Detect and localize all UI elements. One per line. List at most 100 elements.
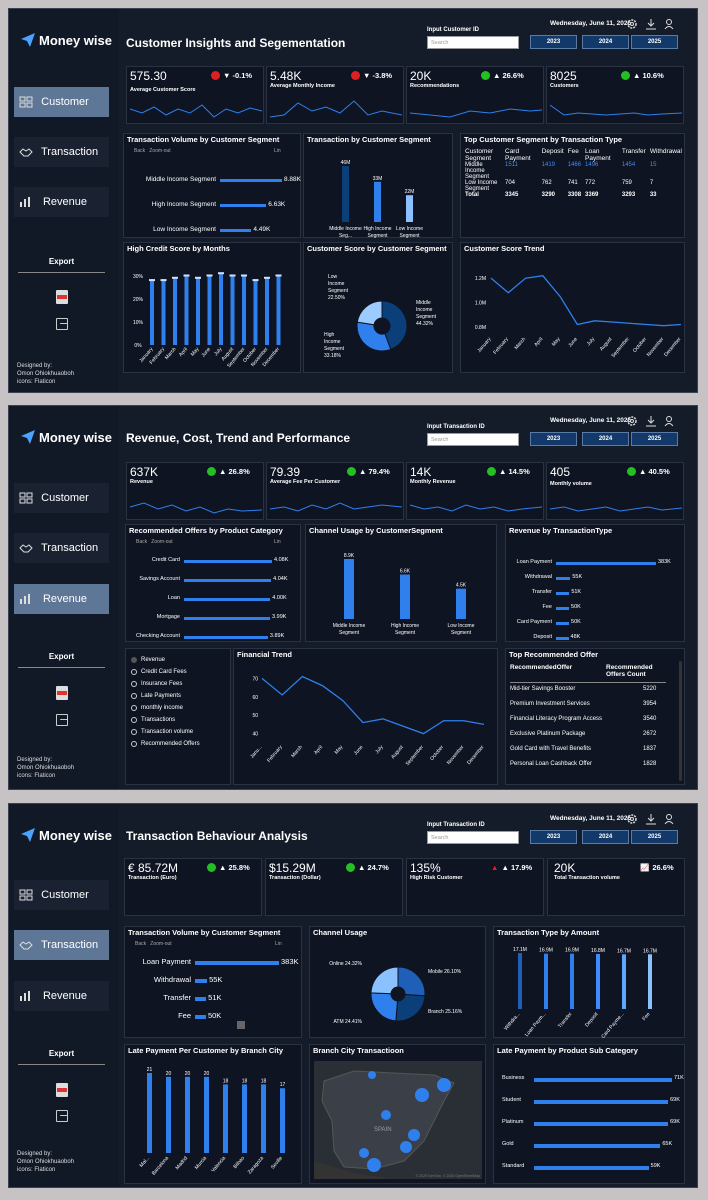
bar-label: Fee xyxy=(641,1011,651,1022)
pdf-export-icon[interactable] xyxy=(56,290,68,304)
bar xyxy=(400,574,410,619)
gear-icon[interactable] xyxy=(626,813,638,825)
metric-option[interactable]: Transactions xyxy=(131,717,175,723)
resize-handle[interactable] xyxy=(237,1021,245,1029)
bar-cap xyxy=(252,279,259,282)
bar-label: Platinum xyxy=(502,1119,524,1125)
nav-transaction[interactable]: Transaction xyxy=(14,533,109,563)
year-button-2023[interactable]: 2023 xyxy=(530,830,577,844)
page-title: Revenue, Cost, Trend and Performance xyxy=(126,431,351,445)
back-button[interactable]: Back xyxy=(135,941,147,947)
lin-toggle[interactable]: Lin xyxy=(275,941,282,947)
back-button[interactable]: Back xyxy=(134,148,146,154)
image-export-icon[interactable] xyxy=(56,714,68,726)
bar-label: Middle Income Segment xyxy=(145,176,216,183)
slice-label: Branch 25.16% xyxy=(428,1009,463,1015)
bar xyxy=(280,1088,285,1153)
year-button-2025[interactable]: 2025 xyxy=(631,830,678,844)
image-export-icon[interactable] xyxy=(56,318,68,330)
zoom-out-button[interactable]: Zoom-out xyxy=(149,148,171,154)
year-button-2025[interactable]: 2025 xyxy=(631,432,678,446)
user-settings-icon[interactable] xyxy=(664,415,676,427)
paper-plane-icon xyxy=(21,430,35,444)
bar-value: 17.1M xyxy=(513,947,527,953)
bar-chart-icon xyxy=(20,991,30,1001)
metric-option[interactable]: monthly income xyxy=(131,705,183,711)
year-button-2024[interactable]: 2024 xyxy=(582,35,629,49)
download-icon[interactable] xyxy=(645,18,657,30)
bar-label: Middle Income xyxy=(329,226,362,232)
user-settings-icon[interactable] xyxy=(664,18,676,30)
lin-toggle[interactable]: Lin xyxy=(274,148,281,154)
branch-map[interactable]: SPAIN © 2025 TomTom, © 2025 OpenStreetMa… xyxy=(314,1061,482,1179)
nav-revenue[interactable]: Revenue xyxy=(14,584,109,614)
year-button-2024[interactable]: 2024 xyxy=(582,830,629,844)
metric-option[interactable]: Transaction volume xyxy=(131,729,193,735)
offer-name: Financial Literacy Program Access xyxy=(510,716,603,722)
nav-transaction[interactable]: Transaction xyxy=(14,930,109,960)
nav-customer[interactable]: Customer xyxy=(14,87,109,117)
date-label: Wednesday, June 11, 2025 xyxy=(550,20,632,27)
zoom-out-button[interactable]: Zoom-out xyxy=(150,941,172,947)
map-attribution: © 2025 TomTom, © 2025 OpenStreetMap xyxy=(415,1174,480,1178)
kpi-label: Monthly Revenue xyxy=(410,479,456,485)
bar-cap xyxy=(218,272,224,275)
bar-cap xyxy=(183,274,190,277)
nav-transaction[interactable]: Transaction xyxy=(14,137,109,167)
kpi-value: 637K xyxy=(130,465,159,479)
bar-label: Transfer xyxy=(531,589,552,595)
transaction-id-input[interactable]: Search xyxy=(427,433,519,446)
bar xyxy=(184,578,272,582)
metric-option[interactable]: Insurance Fees xyxy=(131,681,182,687)
year-button-2025[interactable]: 2025 xyxy=(631,35,678,49)
customer-id-input[interactable]: Search xyxy=(427,36,519,49)
x-tick: February xyxy=(266,744,284,764)
year-button-2023[interactable]: 2023 xyxy=(530,35,577,49)
back-button[interactable]: Back xyxy=(136,539,148,545)
bar-label: Credit Card xyxy=(151,557,180,563)
download-icon[interactable] xyxy=(645,813,657,825)
grid-icon xyxy=(19,96,33,108)
kpi-label: Total Transaction volume xyxy=(554,875,620,881)
lin-toggle[interactable]: Lin xyxy=(274,539,281,545)
kpi-label: Average Fee Per Customer xyxy=(270,479,341,485)
bar-label: High Income xyxy=(363,226,391,232)
user-settings-icon[interactable] xyxy=(664,813,676,825)
trend-line xyxy=(490,275,682,327)
bar-value: 48K xyxy=(570,634,581,640)
nav-revenue[interactable]: Revenue xyxy=(14,981,109,1011)
panel-title: Late Payment Per Customer by Branch City xyxy=(128,1046,284,1055)
slice-label: Segment xyxy=(416,314,437,320)
year-button-2024[interactable]: 2024 xyxy=(582,432,629,446)
nav-customer[interactable]: Customer xyxy=(14,880,109,910)
gear-icon[interactable] xyxy=(626,415,638,427)
bar-value: 18 xyxy=(261,1078,267,1084)
metric-option[interactable]: Late Payments xyxy=(131,693,181,699)
year-button-2023[interactable]: 2023 xyxy=(530,432,577,446)
metric-option[interactable]: Revenue xyxy=(131,657,165,663)
scrollbar[interactable] xyxy=(679,661,682,781)
bar-value: 383K xyxy=(658,559,671,565)
bar-value: 65K xyxy=(662,1141,673,1147)
image-export-icon[interactable] xyxy=(56,1110,68,1122)
pdf-export-icon[interactable] xyxy=(56,1083,68,1097)
download-icon[interactable] xyxy=(645,415,657,427)
pdf-export-icon[interactable] xyxy=(56,686,68,700)
transaction-id-input[interactable]: Search xyxy=(427,831,519,844)
metric-option[interactable]: Credit Card Fees xyxy=(131,669,187,675)
table-cell: 3308 xyxy=(567,192,582,198)
gear-icon[interactable] xyxy=(626,18,638,30)
metric-option[interactable]: Recommended Offers xyxy=(131,741,200,747)
nav-label: Revenue xyxy=(42,593,88,605)
zoom-out-button[interactable]: Zoom-out xyxy=(151,539,173,545)
nav-revenue[interactable]: Revenue xyxy=(14,187,109,217)
x-tick: July xyxy=(586,336,597,347)
nav-customer[interactable]: Customer xyxy=(14,483,109,513)
x-tick: May xyxy=(334,744,345,755)
bar-label: High Income xyxy=(391,623,419,629)
nav-label: Customer xyxy=(41,889,89,901)
kpi-label: Transaction (Euro) xyxy=(128,875,177,881)
drill-controls: Back Zoom-out xyxy=(135,941,172,947)
africa-landmass xyxy=(314,1161,394,1179)
